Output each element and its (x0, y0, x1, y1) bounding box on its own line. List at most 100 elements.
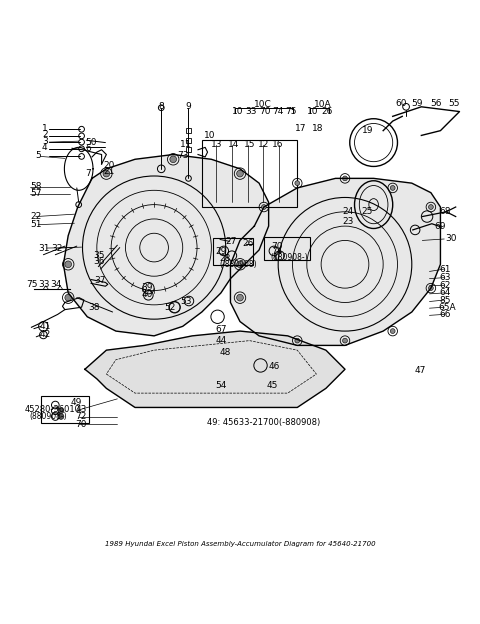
Text: 33: 33 (38, 280, 49, 289)
Text: 38: 38 (89, 303, 100, 312)
Text: 44: 44 (215, 336, 227, 345)
Text: 48: 48 (219, 348, 231, 357)
Text: 4: 4 (42, 143, 48, 152)
Text: 31: 31 (38, 243, 50, 253)
Text: 26: 26 (242, 239, 254, 248)
Text: 12: 12 (258, 140, 269, 149)
Text: 7: 7 (85, 169, 91, 178)
Text: 2: 2 (42, 130, 48, 139)
Bar (202, 140, 297, 207)
Text: 46: 46 (269, 363, 280, 371)
Text: 34: 34 (50, 280, 62, 289)
Text: 37: 37 (95, 276, 106, 286)
Circle shape (103, 170, 110, 177)
Text: 1: 1 (42, 124, 48, 133)
Text: 8: 8 (159, 102, 165, 111)
Text: 3: 3 (42, 137, 48, 145)
Circle shape (390, 329, 395, 333)
Circle shape (237, 295, 243, 301)
Circle shape (295, 181, 300, 185)
Text: 74: 74 (273, 107, 284, 116)
Text: 53: 53 (180, 296, 192, 306)
Text: 15: 15 (244, 140, 255, 149)
Bar (213, 238, 253, 265)
Text: 10: 10 (307, 107, 318, 116)
Text: 47: 47 (414, 366, 426, 375)
Text: 14: 14 (228, 140, 240, 149)
Text: 21: 21 (103, 167, 114, 176)
Text: 49: 45633-21700(-880908): 49: 45633-21700(-880908) (206, 418, 320, 427)
Text: 74: 74 (271, 247, 282, 256)
Bar (186, 129, 192, 133)
Text: 55: 55 (448, 99, 459, 109)
Text: 6: 6 (85, 144, 91, 153)
Text: 24: 24 (343, 207, 354, 217)
Circle shape (262, 205, 266, 210)
Text: 5: 5 (36, 152, 41, 160)
Circle shape (295, 338, 300, 343)
Polygon shape (230, 178, 441, 346)
Text: 42: 42 (39, 330, 51, 339)
Text: 75: 75 (285, 107, 296, 116)
Text: 75: 75 (26, 280, 38, 289)
Text: 65A: 65A (439, 303, 456, 312)
Text: 18: 18 (312, 124, 323, 133)
Text: 33: 33 (246, 107, 257, 116)
Text: 67: 67 (215, 325, 227, 334)
Text: 11: 11 (180, 140, 192, 149)
Circle shape (58, 414, 64, 419)
Text: 20: 20 (103, 160, 114, 170)
Text: 40: 40 (141, 290, 153, 299)
Text: 10A: 10A (314, 100, 332, 109)
Text: 10: 10 (232, 107, 244, 116)
Text: 1989 Hyundai Excel Piston Assembly-Accumulator Diagram for 45640-21700: 1989 Hyundai Excel Piston Assembly-Accum… (105, 540, 375, 547)
Text: 13: 13 (211, 140, 223, 149)
Text: 85: 85 (440, 296, 451, 305)
Circle shape (65, 295, 72, 301)
Text: 29: 29 (215, 247, 227, 256)
Text: (880908-): (880908-) (270, 253, 308, 262)
Text: 30: 30 (445, 235, 456, 243)
Polygon shape (63, 155, 269, 336)
Text: 43: 43 (75, 406, 87, 414)
Circle shape (429, 205, 433, 210)
Circle shape (58, 408, 64, 414)
Text: 23: 23 (343, 217, 354, 226)
Text: 32: 32 (51, 243, 62, 253)
Text: 73: 73 (177, 151, 189, 160)
Text: 19: 19 (362, 126, 373, 135)
Text: (880908-): (880908-) (29, 412, 67, 421)
Text: 16: 16 (272, 140, 283, 149)
Bar (264, 236, 310, 260)
Text: 54: 54 (215, 381, 227, 391)
Text: 45: 45 (266, 381, 277, 391)
Text: 50: 50 (85, 138, 96, 147)
Text: 45280-36010: 45280-36010 (24, 406, 80, 414)
Text: 60: 60 (395, 99, 407, 109)
Text: 52: 52 (165, 303, 176, 312)
Circle shape (170, 156, 177, 163)
Text: 51: 51 (30, 220, 42, 229)
Text: 64: 64 (440, 288, 451, 298)
Text: 10C: 10C (254, 100, 272, 109)
Circle shape (429, 286, 433, 291)
Circle shape (237, 261, 243, 268)
Text: 70: 70 (259, 107, 271, 116)
Text: 39: 39 (141, 283, 153, 291)
Text: (-880908): (-880908) (219, 260, 257, 269)
Circle shape (65, 261, 72, 268)
Text: 59: 59 (411, 99, 422, 109)
Text: 56: 56 (430, 99, 442, 109)
Text: 26: 26 (321, 107, 333, 116)
Text: 57: 57 (30, 189, 42, 198)
Circle shape (343, 176, 348, 181)
Text: 27: 27 (226, 237, 237, 246)
Polygon shape (85, 331, 345, 407)
Circle shape (343, 338, 348, 343)
Bar (41, 396, 89, 422)
Text: 68: 68 (440, 207, 451, 217)
Text: 10: 10 (204, 131, 216, 140)
Text: 28: 28 (219, 254, 231, 263)
Text: 36: 36 (94, 257, 105, 266)
Text: 17: 17 (295, 124, 306, 133)
